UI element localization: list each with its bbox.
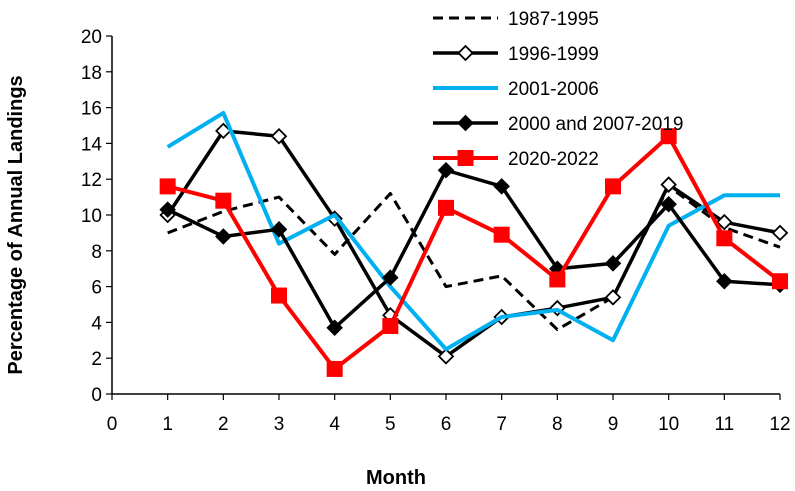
x-tick-label: 3: [274, 414, 285, 435]
legend-label: 1996-1999: [508, 44, 599, 65]
y-tick-label: 6: [91, 278, 102, 299]
x-tick-label: 10: [658, 414, 679, 435]
x-tick-label: 7: [496, 414, 507, 435]
data-point: [660, 195, 677, 213]
data-point: [270, 221, 288, 238]
series-1: [167, 184, 781, 332]
data-point: [772, 273, 788, 290]
series-lines: [159, 110, 789, 377]
series-line: [166, 129, 781, 359]
legend-item: 2020-2022: [433, 149, 599, 170]
data-point: [660, 176, 677, 193]
data-point: [493, 178, 510, 195]
legend-label: 2020-2022: [508, 149, 599, 170]
y-tick-label: 14: [81, 134, 103, 155]
data-point: [604, 289, 622, 306]
y-tick-label: 8: [91, 242, 102, 263]
data-point: [604, 255, 622, 272]
y-tick-label: 12: [81, 170, 102, 191]
y-tick-label: 18: [81, 63, 102, 84]
x-tick-label: 12: [769, 414, 790, 435]
y-tick-label: 4: [91, 313, 102, 334]
data-point: [771, 224, 789, 242]
data-point: [437, 348, 455, 365]
x-tick-label: 4: [329, 414, 340, 435]
data-point: [660, 128, 677, 145]
x-tick-label: 1: [162, 414, 173, 435]
data-point: [716, 230, 733, 247]
data-point: [605, 178, 621, 195]
legend-label: 2000 and 2007-2019: [508, 114, 683, 135]
y-tick-label: 16: [81, 99, 102, 120]
legend-marker: [457, 114, 474, 132]
series-4: [159, 161, 789, 337]
data-point: [382, 317, 399, 334]
data-point: [716, 272, 733, 290]
data-point: [382, 269, 399, 286]
legend-item: 2000 and 2007-2019: [433, 114, 683, 135]
legend-label: 2001-2006: [508, 79, 599, 100]
data-point: [437, 161, 455, 179]
series-2: [159, 122, 789, 365]
data-point: [493, 226, 510, 243]
data-point: [271, 287, 287, 304]
x-tick-label: 6: [441, 414, 452, 435]
data-point: [716, 213, 733, 231]
y-tick-label: 2: [91, 349, 102, 370]
y-tick-label: 0: [91, 385, 102, 406]
x-axis-title: Month: [366, 467, 426, 489]
y-tick-label: 10: [81, 206, 102, 227]
legend-label: 1987-1995: [508, 9, 599, 30]
y-tick-label: 20: [81, 27, 102, 48]
x-tick-label: 5: [385, 414, 396, 435]
data-point: [326, 360, 343, 377]
legend-marker: [457, 44, 474, 62]
series-line: [166, 168, 781, 330]
series-line: [166, 110, 780, 352]
series-line: [167, 134, 782, 371]
series-3: [166, 110, 780, 352]
x-tick-label: 8: [552, 414, 563, 435]
y-axis-title: Percentage of Annual Landings: [5, 75, 27, 374]
legend-item: 1996-1999: [433, 44, 599, 65]
series-line: [167, 184, 781, 332]
data-point: [438, 199, 454, 216]
x-tick-label: 2: [218, 414, 229, 435]
legend-marker: [457, 150, 474, 166]
legend-item: 1987-1995: [433, 9, 599, 30]
data-point: [549, 271, 566, 288]
x-tick-label: 9: [608, 414, 619, 435]
legend: 1987-1995 1996-1999 2001-2006 2000 and 2007…: [433, 9, 683, 170]
data-point: [159, 178, 176, 195]
series-5: [159, 128, 788, 377]
data-point: [270, 127, 288, 145]
data-point: [159, 201, 176, 218]
data-point: [326, 319, 343, 337]
x-tick-label: 0: [107, 414, 118, 435]
data-point: [215, 192, 232, 209]
x-tick-label: 11: [714, 414, 734, 435]
data-point: [215, 228, 232, 245]
legend-item: 2001-2006: [433, 79, 599, 100]
